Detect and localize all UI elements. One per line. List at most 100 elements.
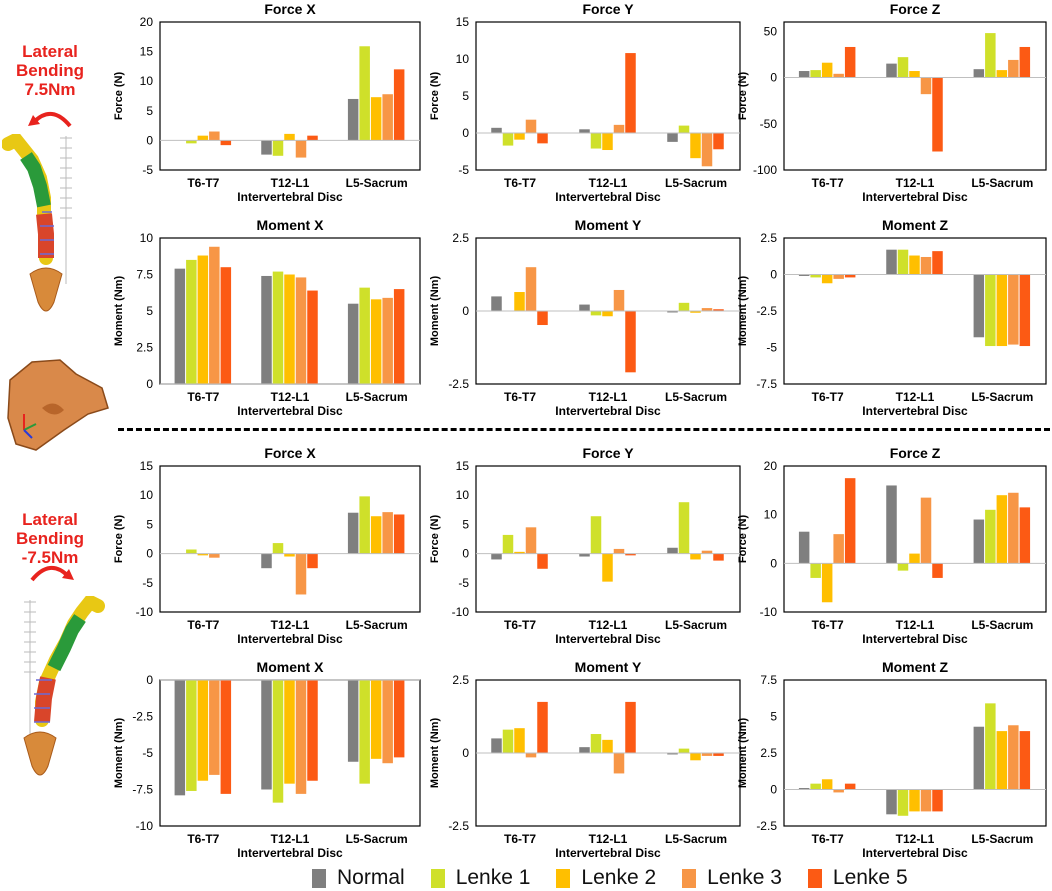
chart-2-bar-lenke-1-l5-sacrum — [985, 33, 996, 78]
chart-9-ytick-2: -5 — [142, 746, 153, 760]
chart-7-bar-normal-t6-t7 — [491, 553, 502, 560]
chart-5-xlabel: Intervertebral Disc — [862, 404, 968, 418]
chart-8-xlabel: Intervertebral Disc — [862, 632, 968, 646]
chart-5-bar-lenke-2-t6-t7 — [821, 274, 833, 284]
legend-item-lenke-2: Lenke 2 — [556, 866, 656, 890]
chart-0-frame — [159, 21, 421, 171]
chart-3-bar-normal-t12-l1 — [261, 275, 272, 384]
chart-1-bar-lenke-5-t12-l1 — [625, 53, 636, 133]
chart-8-bar-lenke-3-t12-l1 — [920, 497, 932, 564]
chart-3-xlabel: Intervertebral Disc — [237, 404, 343, 418]
chart-9-bar-normal-l5-sacrum — [347, 680, 359, 762]
chart-11-bar-normal-t12-l1 — [886, 789, 897, 815]
chart-4-bar-lenke-2-t12-l1 — [602, 311, 613, 317]
chart-10-category-l5-sacrum: L5-Sacrum — [665, 832, 727, 846]
chart-10-ytick-2: 2.5 — [452, 673, 469, 687]
chart-4-bar-lenke-3-t12-l1 — [613, 289, 625, 311]
chart-3-ytick-0: 0 — [146, 377, 153, 391]
chart-10-bar-lenke-5-t12-l1 — [625, 701, 636, 753]
chart-1-bar-normal-t6-t7 — [491, 127, 502, 133]
chart-4-bar-lenke-5-t6-t7 — [537, 311, 548, 326]
chart-3-bar-lenke-3-t6-t7 — [209, 246, 220, 384]
legend-swatch-lenke-5 — [807, 868, 822, 888]
chart-1-bar-lenke-5-t6-t7 — [537, 133, 548, 144]
chart-7-bar-lenke-5-t12-l1 — [625, 553, 636, 556]
chart-1-title: Force Y — [582, 1, 634, 17]
chart-0-ytick-2: 5 — [146, 104, 153, 118]
chart-11-bar-lenke-2-l5-sacrum — [996, 731, 1008, 790]
chart-9-bar-normal-t6-t7 — [174, 680, 186, 796]
chart-8-bar-lenke-1-t6-t7 — [810, 563, 821, 578]
chart-4-bar-lenke-1-l5-sacrum — [678, 302, 690, 311]
chart-4-ytick-2: 2.5 — [452, 231, 469, 245]
chart-8-bar-lenke-3-l5-sacrum — [1008, 492, 1019, 564]
legend-swatch-lenke-1 — [430, 868, 445, 888]
chart-0-bar-lenke-5-l5-sacrum — [393, 69, 405, 141]
legend-swatch-lenke-2 — [556, 868, 571, 888]
chart-1-ytick-0: -5 — [458, 163, 469, 177]
chart-0-bar-lenke-5-t12-l1 — [307, 135, 318, 141]
chart-7-category-l5-sacrum: L5-Sacrum — [665, 618, 727, 632]
chart-6-ytick-4: 10 — [140, 488, 154, 502]
chart-7-bar-lenke-3-t6-t7 — [525, 527, 537, 554]
chart-10-category-t6-t7: T6-T7 — [504, 832, 536, 846]
chart-0-bar-lenke-2-t6-t7 — [197, 135, 209, 141]
chart-6-ytick-5: 15 — [140, 459, 154, 473]
chart-0-bar-lenke-3-l5-sacrum — [382, 94, 393, 141]
bottom-load-label: Lateral Bending -7.5Nm — [6, 510, 94, 567]
chart-11-ylabel: Moment (Nm) — [737, 718, 749, 789]
chart-0-xlabel: Intervertebral Disc — [237, 190, 343, 204]
chart-9-bar-lenke-1-l5-sacrum — [359, 680, 370, 784]
legend-item-lenke-1: Lenke 1 — [430, 866, 530, 890]
chart-2-ytick-1: -50 — [760, 117, 778, 131]
chart-3-bar-lenke-1-l5-sacrum — [359, 287, 370, 384]
chart-8-bar-lenke-5-t6-t7 — [844, 478, 856, 564]
chart-6-bar-normal-l5-sacrum — [347, 512, 359, 554]
legend-label-normal: Normal — [337, 866, 405, 889]
chart-8-ytick-1: 0 — [770, 556, 777, 570]
top-label-line3: 7.5Nm — [24, 80, 76, 99]
chart-10-bar-lenke-5-l5-sacrum — [713, 753, 724, 756]
chart-11-title: Moment Z — [882, 659, 949, 675]
chart-2-bar-lenke-2-l5-sacrum — [996, 70, 1008, 78]
chart-8-category-l5-sacrum: L5-Sacrum — [971, 618, 1033, 632]
chart-10-ytick-1: 0 — [462, 746, 469, 760]
chart-10-bar-lenke-1-t6-t7 — [502, 729, 514, 753]
chart-3-bar-lenke-1-t12-l1 — [272, 271, 284, 384]
chart-2-category-t12-l1: T12-L1 — [896, 176, 935, 190]
chart-11-category-t12-l1: T12-L1 — [896, 832, 935, 846]
chart-11-bar-lenke-5-t6-t7 — [844, 783, 856, 790]
chart-7-ytick-5: 15 — [456, 459, 470, 473]
chart-2-bar-lenke-3-l5-sacrum — [1008, 59, 1019, 78]
chart-9-bar-lenke-1-t6-t7 — [186, 680, 197, 791]
chart-9-title: Moment X — [257, 659, 325, 675]
chart-5-bar-lenke-1-l5-sacrum — [985, 274, 996, 347]
chart-5-bar-lenke-5-l5-sacrum — [1019, 274, 1031, 347]
chart-9-bar-lenke-2-t12-l1 — [284, 680, 295, 784]
chart-9-ytick-1: -7.5 — [132, 783, 153, 797]
chart-7-bar-normal-l5-sacrum — [667, 547, 678, 554]
chart-5-ytick-4: 2.5 — [760, 231, 777, 245]
chart-3-bar-lenke-2-t6-t7 — [197, 255, 209, 384]
chart-8-category-t12-l1: T12-L1 — [896, 618, 935, 632]
chart-8-category-t6-t7: T6-T7 — [812, 618, 844, 632]
chart-11-ytick-1: 0 — [770, 783, 777, 797]
chart-6-bar-lenke-5-l5-sacrum — [393, 514, 405, 554]
chart-8-frame — [783, 465, 1047, 613]
bottom-label-line1: Lateral — [22, 510, 78, 529]
chart-6-bar-lenke-5-t12-l1 — [307, 553, 318, 569]
chart-1-bar-lenke-3-l5-sacrum — [701, 133, 713, 167]
spine-model-icon — [2, 134, 72, 312]
bottom-label-line2: Bending — [16, 529, 84, 548]
chart-5-bar-lenke-3-l5-sacrum — [1008, 274, 1019, 345]
chart-3-ytick-4: 10 — [140, 231, 154, 245]
chart-10-bar-lenke-3-l5-sacrum — [701, 753, 713, 756]
chart-11-bar-lenke-3-l5-sacrum — [1008, 725, 1019, 790]
chart-9-bar-lenke-5-t6-t7 — [220, 680, 232, 794]
chart-1-ytick-1: 0 — [462, 126, 469, 140]
chart-5-bar-lenke-3-t6-t7 — [833, 274, 844, 279]
top-label-line2: Bending — [16, 61, 84, 80]
chart-1-category-t6-t7: T6-T7 — [504, 176, 536, 190]
chart-9-ylabel: Moment (Nm) — [113, 718, 125, 789]
